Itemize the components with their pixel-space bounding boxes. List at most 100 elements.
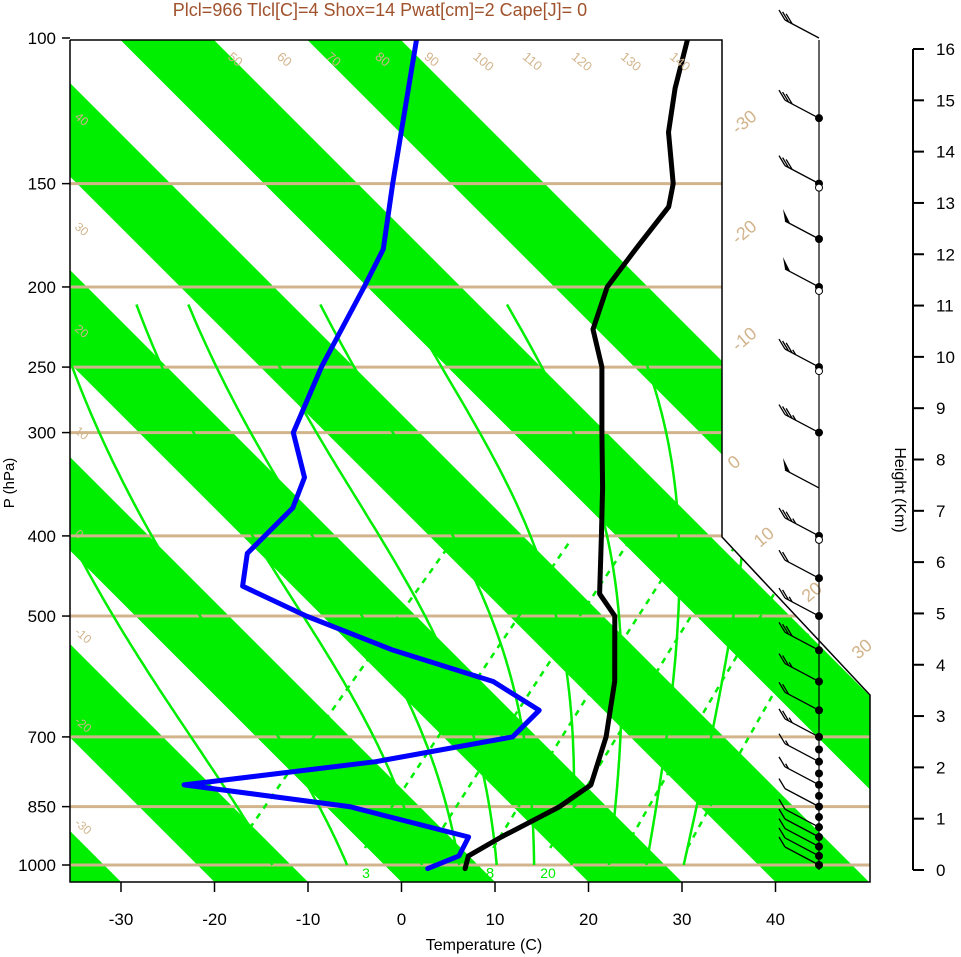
mixing-ratio-lines [235,538,865,849]
wind-barb [778,756,820,786]
pressure-axis-label: P (hPa) [1,458,18,509]
wind-barb-column [778,9,823,870]
wind-dot-filled [815,851,823,860]
pressure-axis: 100 150 200 250 300 400 500 700 850 1000 [18,29,70,875]
theta-label-right: 10 [750,523,778,551]
temperature-axis-label: Temperature (C) [426,937,542,954]
temperature-tick-label: 0 [397,910,406,929]
moist-adiabat-line [247,303,498,866]
pressure-tick-label: 850 [28,798,56,817]
wind-barb [783,256,820,288]
wind-dot-filled [815,234,823,243]
wind-barb [778,155,820,185]
height-tick-label: 8 [936,451,945,470]
height-tick-label: 6 [936,553,945,572]
temperature-tick-label: -20 [202,910,227,929]
wind-dot-filled [815,813,823,822]
isotherm-band [70,40,869,882]
height-tick-label: 12 [936,245,955,264]
wind-barb [778,808,820,838]
height-tick-label: 3 [936,707,945,726]
wind-dot-open [815,535,823,544]
wind-barb [778,827,820,857]
theta-label-right: 20 [798,578,826,606]
moist-adiabat-line [404,303,576,866]
wind-dot-open [815,183,823,192]
wind-barb [783,457,820,489]
isotherm-band [120,40,870,882]
wind-dot-filled [815,791,823,800]
wind-dot-filled [815,842,823,851]
wind-barb [778,653,820,683]
pressure-tick-label: 1000 [18,856,56,875]
mixing-ratio-line [492,538,689,849]
temperature-tick-label: 20 [579,910,598,929]
theta-label-right: -20 [728,216,761,248]
wind-barb [778,338,820,368]
height-axis-label: Height (Km) [891,447,908,532]
height-tick-label: 10 [936,348,955,367]
wind-barb [778,818,820,848]
pressure-tick-label: 200 [28,278,56,297]
height-tick-label: 15 [936,91,955,110]
theta-label-left: -10 [72,625,95,647]
theta-label-left: 30 [72,220,91,240]
wind-dot-filled [815,574,823,583]
moist-adiabat-label: 32 [648,323,665,340]
pressure-tick-label: 150 [28,175,56,194]
pressure-tick-label: 500 [28,607,56,626]
height-tick-label: 2 [936,758,945,777]
wind-dot-filled [815,646,823,655]
height-tick-label: 1 [936,810,945,829]
wind-dot-filled [815,612,823,621]
temperature-tick-label: -30 [109,910,134,929]
wind-dot-filled [815,802,823,811]
moist-adiabat-line [319,303,536,865]
temperature-profile [462,40,691,872]
wind-dot-open [815,286,823,295]
theta-label-top: 140 [667,49,693,74]
chart-title: Plcl=966 Tlcl[C]=4 Shox=14 Pwat[cm]=2 Ca… [173,0,587,20]
wind-dot-filled [815,769,823,778]
temperature-tick-label: 40 [766,910,785,929]
wind-barb [778,507,820,537]
plot-frame [69,39,871,883]
wind-barb [778,404,820,434]
pressure-tick-label: 100 [28,29,56,48]
theta-label-left: -30 [72,816,95,838]
mixing-ratio-line [235,538,455,849]
moist-adiabat-line [505,303,624,866]
theta-label-right: 30 [848,635,876,663]
mixing-ratio-label: 20 [540,865,556,881]
theta-label-top: 100 [471,49,497,74]
wind-dot-open [815,367,823,376]
height-tick-label: 0 [936,861,945,880]
wind-barb [778,587,820,617]
wind-dot-filled [815,114,823,123]
moist-adiabat-label: 16 [262,323,279,340]
height-tick-label: 4 [936,656,945,675]
wind-dot-filled [815,832,823,841]
wind-barb [778,9,820,39]
wind-barb [778,733,820,763]
dewpoint-profile [181,40,542,872]
wind-dot-filled [815,780,823,789]
height-tick-label: 11 [936,297,954,316]
pressure-tick-label: 400 [28,527,56,546]
height-tick-label: 5 [936,604,945,623]
wind-dot-filled [815,757,823,766]
moist-adiabat-line [187,304,461,866]
wind-dot-filled [815,732,823,741]
temperature-tick-label: 30 [673,910,692,929]
height-tick-label: 13 [936,194,955,213]
pressure-tick-label: 250 [28,358,56,377]
moist-adiabats [70,303,752,866]
wind-dot-filled [815,823,823,832]
theta-label-right: -10 [728,323,761,355]
wind-barb [778,681,820,711]
moist-adiabat-line [70,304,349,866]
theta-label-right: 0 [724,451,745,473]
isotherm-bands [70,40,870,882]
sounding-profiles [181,40,691,872]
isotherm-band [70,40,682,882]
